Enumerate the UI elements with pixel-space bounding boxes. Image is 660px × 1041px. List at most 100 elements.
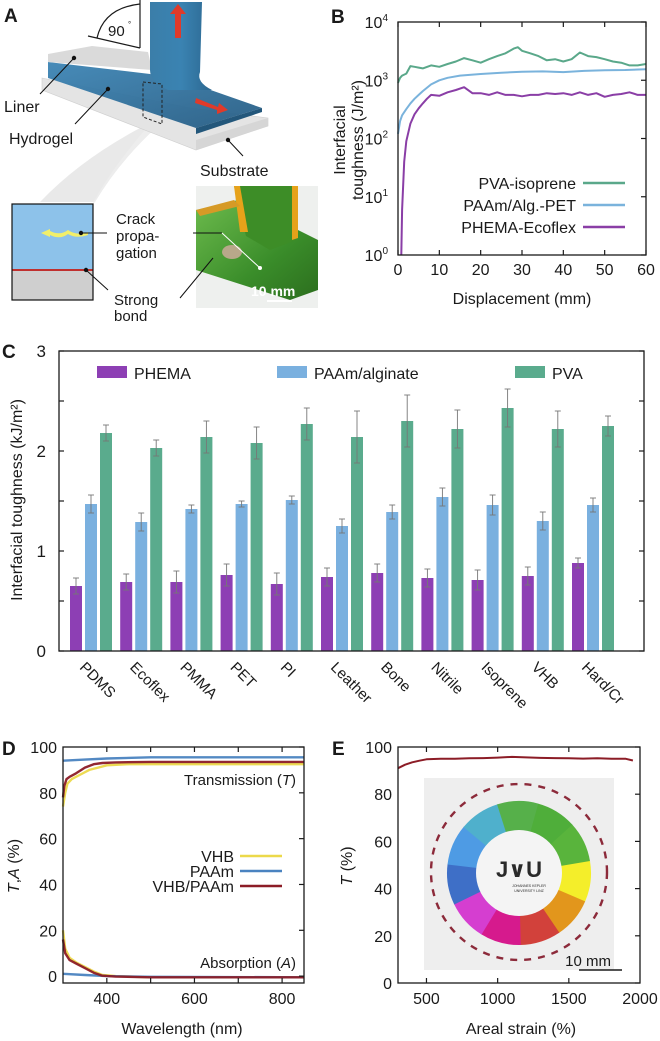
photo-gel-strip bbox=[234, 186, 296, 250]
panel-letter-c: C bbox=[2, 342, 16, 363]
b-y-tick-label: 103 bbox=[365, 71, 389, 90]
c-bar-paamalginate bbox=[386, 512, 399, 651]
c-x-tick-label: PMMA bbox=[177, 659, 221, 703]
c-y-tick-label: 0 bbox=[37, 642, 46, 661]
c-y-tick-label: 3 bbox=[37, 342, 46, 361]
label-crack-1: Crack bbox=[116, 211, 156, 228]
d-y-tick-label: 40 bbox=[39, 877, 57, 894]
hydrogel-leader-line bbox=[74, 88, 109, 125]
d-plot-area bbox=[61, 756, 305, 979]
color-wheel-center bbox=[476, 830, 562, 916]
b-series-line-0 bbox=[397, 46, 647, 84]
e-y-tick-label: 80 bbox=[374, 787, 392, 804]
jku-logo-sub-2: UNIVERSITY LINZ bbox=[514, 889, 544, 893]
c-bar-phema bbox=[220, 575, 233, 651]
photo-amber-edge-right bbox=[292, 186, 298, 240]
c-x-tick-label: PDMS bbox=[76, 659, 119, 702]
e-y-tick-label: 0 bbox=[383, 976, 392, 993]
c-x-tick-label: PI bbox=[277, 659, 299, 681]
inset-hydrogel bbox=[12, 204, 93, 270]
c-bar-pva bbox=[200, 437, 213, 651]
b-plot-area bbox=[397, 46, 647, 256]
photo-amber-edge-left bbox=[234, 186, 248, 232]
c-bar-paamalginate bbox=[536, 521, 549, 651]
c-bar-paamalginate bbox=[185, 509, 198, 651]
e-y-tick-label: 20 bbox=[374, 929, 392, 946]
photo-lump bbox=[222, 245, 242, 259]
e-plot-area bbox=[397, 755, 634, 770]
d-y-tick-label: 60 bbox=[39, 832, 57, 849]
c-legend-swatch bbox=[515, 366, 545, 378]
d-ann-a-text: Absorption ( bbox=[200, 955, 281, 972]
c-x-tick-label: Leather bbox=[327, 659, 375, 707]
c-x-tick-label: PET bbox=[227, 659, 260, 692]
b-y-tick-exp: 4 bbox=[382, 13, 388, 24]
c-x-tick-label: Nitrile bbox=[428, 659, 467, 698]
panel-letter-a: A bbox=[4, 6, 18, 27]
d-x-tick-label: 600 bbox=[181, 991, 208, 1008]
d-series-line-paam bbox=[62, 756, 304, 762]
c-bar-pva bbox=[351, 437, 363, 651]
d-x-tick-label: 400 bbox=[93, 991, 120, 1008]
label-crack-2: propa- bbox=[116, 228, 159, 245]
c-legend-swatch bbox=[277, 366, 307, 378]
d-y-tick-label: 80 bbox=[39, 786, 57, 803]
b-x-tick-label: 30 bbox=[513, 262, 531, 279]
c-bar-paamalginate bbox=[135, 522, 148, 651]
b-y-tick-exp: 3 bbox=[382, 71, 388, 82]
peeled-strip bbox=[150, 2, 212, 90]
d-series-line-vhbpaama bbox=[61, 939, 304, 979]
crack-region-box bbox=[142, 81, 163, 125]
label-hydrogel: Hydrogel bbox=[9, 131, 73, 148]
c-bar-phema bbox=[120, 582, 133, 651]
d-ann-a-close: ) bbox=[291, 955, 296, 972]
b-y-tick-exp: 1 bbox=[382, 188, 388, 199]
c-bar-pva bbox=[100, 433, 112, 651]
e-ylabel-unit: (%) bbox=[339, 846, 356, 875]
c-bar-paamalginate bbox=[235, 504, 248, 651]
label-substrate: Substrate bbox=[200, 163, 269, 180]
b-y-tick-label: 102 bbox=[365, 130, 389, 149]
d-frame bbox=[62, 746, 305, 984]
peel-direction-arrow-icon bbox=[170, 4, 186, 38]
b-legend-label: PHEMA-Ecoflex bbox=[461, 220, 576, 237]
d-y-tick-label: 20 bbox=[39, 923, 57, 940]
photo-scale-label: 10 mm bbox=[251, 283, 295, 299]
c-bar-phema bbox=[321, 577, 333, 651]
c-y-axis-label: Interfacial toughness (kJ/m²) bbox=[9, 399, 26, 601]
zoom-cone-left bbox=[40, 124, 160, 202]
b-y-tick-label: 100 bbox=[365, 246, 389, 265]
c-y-tick-label: 1 bbox=[37, 542, 46, 561]
angle-degree-symbol: ° bbox=[128, 20, 131, 29]
c-legend-label: PVA bbox=[552, 366, 583, 383]
b-legend-label: PVA-isoprene bbox=[478, 176, 576, 193]
angle-arc bbox=[96, 3, 141, 39]
c-bar-phema bbox=[70, 586, 82, 651]
d-series-line-vhbpaam bbox=[61, 760, 304, 798]
c-bar-paamalginate bbox=[486, 505, 499, 651]
b-y-tick-base: 10 bbox=[365, 248, 383, 265]
d-legend-label: VHB/PAAm bbox=[153, 879, 235, 896]
c-x-tick-label: Ecoflex bbox=[126, 659, 173, 706]
d-ylabel-comma: , bbox=[6, 879, 23, 883]
c-bar-paamalginate bbox=[587, 505, 599, 651]
panel-a-schematic: A 90 ° Liner Hydrogel Sub bbox=[4, 0, 318, 325]
b-y-tick-base: 10 bbox=[365, 132, 383, 149]
c-legend-label: PHEMA bbox=[134, 366, 191, 383]
photo-bond-leader bbox=[179, 257, 214, 299]
bond-leader-line bbox=[85, 269, 109, 291]
c-bar-phema bbox=[371, 573, 384, 651]
c-bar-pva bbox=[150, 448, 163, 651]
d-ann-t-close: ) bbox=[291, 772, 296, 789]
c-bar-pva bbox=[401, 421, 414, 651]
d-legend-label: VHB bbox=[201, 849, 234, 866]
b-y-tick-base: 10 bbox=[365, 190, 383, 207]
d-x-axis-label: Wavelength (nm) bbox=[121, 1021, 242, 1038]
c-bar-pva bbox=[501, 408, 514, 651]
e-x-tick-label: 500 bbox=[413, 991, 440, 1008]
c-bar-pva bbox=[602, 426, 614, 651]
label-bond-1: Strong bbox=[114, 292, 158, 309]
